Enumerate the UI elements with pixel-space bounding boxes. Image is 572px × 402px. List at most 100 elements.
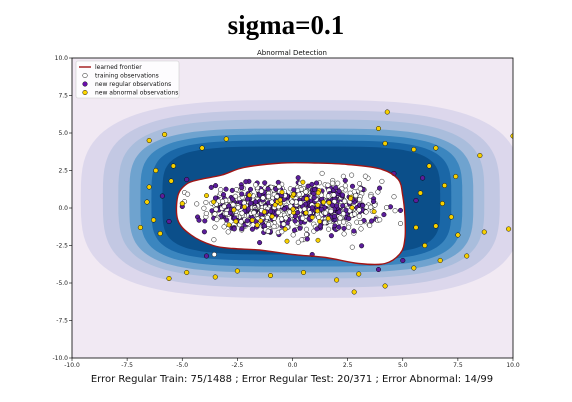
regular-point (313, 180, 320, 186)
abnormal-point (233, 218, 239, 224)
abnormal-point (279, 189, 285, 195)
abnormal-point (315, 202, 321, 208)
regular-point (224, 217, 230, 223)
x-tick-label: -2.5 (232, 362, 244, 369)
abnormal-point (309, 214, 315, 220)
train-point (316, 214, 322, 220)
regular-point (314, 226, 320, 232)
train-point (392, 208, 398, 214)
regular-point (239, 226, 245, 232)
abnormal-point (282, 226, 288, 232)
regular-point (349, 183, 356, 189)
train-point (271, 224, 277, 230)
train-point (397, 220, 404, 227)
train-point (357, 186, 363, 192)
train-point (239, 210, 245, 216)
abnormal-point (433, 145, 439, 151)
train-point (356, 207, 362, 213)
abnormal-point (226, 222, 232, 228)
legend-point-marker (82, 81, 88, 87)
train-point (213, 206, 219, 212)
train-point (212, 211, 218, 217)
regular-point (268, 208, 274, 214)
regular-point (159, 193, 165, 199)
x-tick-label: -5.0 (176, 362, 188, 369)
x-axis-label: Error Regular Train: 75/1488 ; Error Reg… (91, 374, 493, 385)
legend-label: training observations (95, 73, 159, 80)
train-point (223, 210, 229, 217)
train-point (253, 182, 259, 188)
train-point (265, 228, 271, 234)
regular-point (229, 187, 235, 193)
regular-point (381, 212, 387, 218)
regular-point (248, 200, 254, 206)
y-tick-label: -7.5 (56, 318, 68, 325)
regular-point (339, 192, 346, 198)
regular-point (220, 192, 227, 198)
regular-point (333, 185, 339, 191)
legend-label: new regular observations (95, 81, 171, 88)
train-point (214, 217, 220, 223)
abnormal-point (151, 217, 157, 223)
x-tick-label: 0.0 (288, 362, 298, 369)
abnormal-point (375, 125, 382, 132)
abnormal-point (356, 271, 362, 277)
regular-point (334, 203, 340, 209)
abnormal-point (464, 253, 470, 259)
abnormal-point (351, 289, 357, 295)
train-point (363, 209, 369, 215)
abnormal-point (204, 193, 209, 199)
train-point (391, 194, 397, 200)
regular-point (201, 229, 207, 235)
abnormal-point (291, 191, 297, 197)
abnormal-point (166, 275, 172, 282)
regular-point (312, 187, 318, 193)
train-point (328, 208, 334, 214)
regular-point (359, 243, 365, 249)
regular-point (166, 218, 172, 225)
y-tick-label: 0.0 (58, 205, 68, 212)
train-point (203, 199, 209, 206)
abnormal-point (247, 192, 252, 198)
train-point (356, 181, 363, 187)
abnormal-point (258, 218, 264, 224)
train-point (331, 192, 337, 198)
train-point (340, 173, 346, 179)
train-point (221, 224, 227, 230)
points-layer (137, 109, 513, 295)
abnormal-point (146, 184, 152, 190)
train-point (368, 204, 374, 210)
abnormal-point (442, 182, 448, 189)
legend-point-marker (82, 89, 88, 96)
train-point (251, 210, 257, 216)
regular-point (203, 253, 210, 259)
regular-point (297, 225, 303, 231)
abnormal-point (481, 229, 487, 235)
abnormal-point (411, 146, 417, 153)
abnormal-point (269, 213, 275, 219)
regular-point (262, 180, 268, 186)
train-point (274, 194, 280, 200)
axes-title: Abnormal Detection (257, 49, 327, 57)
train-point (383, 205, 390, 211)
regular-point (281, 206, 287, 212)
regular-point (341, 225, 347, 231)
abnormal-point (382, 140, 388, 147)
abnormal-point (168, 178, 174, 184)
abnormal-point (144, 199, 150, 205)
train-point (352, 211, 358, 217)
train-point (218, 187, 224, 193)
legend-box (75, 60, 180, 99)
regular-point (304, 236, 310, 242)
train-point (238, 219, 244, 225)
train-point (295, 239, 301, 245)
train-point (322, 220, 328, 226)
abnormal-point (303, 210, 309, 216)
abnormal-point (453, 173, 459, 180)
abnormal-point (382, 283, 388, 289)
abnormal-point (439, 200, 445, 207)
train-point (299, 237, 305, 243)
regular-point (249, 226, 255, 232)
y-tick-label: -10.0 (52, 355, 68, 362)
